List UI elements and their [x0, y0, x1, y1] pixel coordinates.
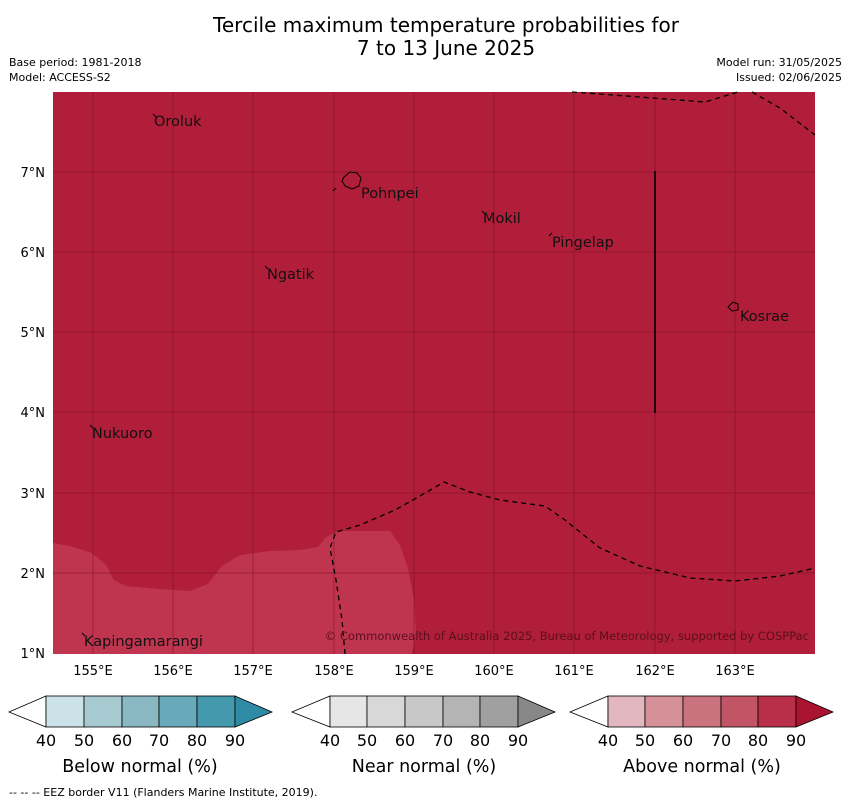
- place-kapingamarangi: Kapingamarangi: [84, 634, 203, 650]
- cb-above-seg-4: [720, 695, 759, 728]
- lon-label: 162°E: [635, 664, 675, 679]
- pohnpei-island: [341, 171, 362, 190]
- place-oroluk: Oroluk: [154, 114, 202, 130]
- colorbar-near-normal: 40 50 60 70 80 90 Near normal (%): [290, 695, 557, 777]
- kapingamarangi-mark: [81, 632, 86, 637]
- copyright-note: © Commonwealth of Australia 2025, Bureau…: [325, 629, 809, 643]
- title-line-2: 7 to 13 June 2025: [356, 36, 536, 60]
- cb-below-tick: 50: [74, 731, 94, 750]
- lon-label: 160°E: [474, 664, 514, 679]
- map-area: [53, 92, 815, 654]
- colorbar-below-normal: 40 50 60 70 80 90 Below normal (%): [7, 695, 274, 777]
- cb-above-tick: 60: [673, 731, 693, 750]
- cb-near-tick: 70: [433, 731, 453, 750]
- probability-region-80: [53, 531, 416, 654]
- cb-below-seg-6: [234, 695, 274, 728]
- cb-near-tick: 80: [470, 731, 490, 750]
- cb-below-tick: 80: [187, 731, 207, 750]
- cb-above-tick: 80: [748, 731, 768, 750]
- lon-label: 155°E: [73, 664, 113, 679]
- lat-label: 3°N: [21, 487, 46, 502]
- cb-below-seg-3: [121, 695, 160, 728]
- lon-label: 157°E: [233, 664, 273, 679]
- pingelap-mark: [548, 232, 553, 237]
- place-pingelap: Pingelap: [552, 235, 614, 251]
- cb-above-seg-2: [644, 695, 684, 728]
- cb-near-seg-0: [290, 695, 331, 728]
- cb-near-seg-1: [329, 695, 368, 728]
- map-title: Tercile maximum temperature probabilitie…: [0, 14, 850, 60]
- kosrae-island: [727, 301, 739, 312]
- cb-near-title: Near normal (%): [352, 757, 497, 777]
- longitude-labels: 155°E 156°E 157°E 158°E 159°E 160°E 161°…: [73, 664, 755, 679]
- cb-below-title: Below normal (%): [62, 757, 217, 777]
- lon-label: 159°E: [394, 664, 434, 679]
- cb-above-seg-3: [682, 695, 722, 728]
- lat-label: 4°N: [21, 406, 46, 421]
- cb-below-tick: 70: [149, 731, 169, 750]
- cb-near-seg-2: [366, 695, 406, 728]
- cb-below-seg-0: [7, 695, 47, 728]
- place-pohnpei: Pohnpei: [361, 186, 419, 202]
- mokil-mark: [481, 210, 486, 215]
- nukuoro-mark: [89, 424, 94, 429]
- base-period: Base period: 1981-2018: [9, 56, 142, 69]
- cb-above-seg-6: [795, 695, 835, 728]
- lat-label: 5°N: [21, 326, 46, 341]
- cb-above-title: Above normal (%): [623, 757, 781, 777]
- lon-label: 161°E: [554, 664, 594, 679]
- model-name: Model: ACCESS-S2: [9, 71, 111, 84]
- latitude-labels: 7°N 6°N 5°N 4°N 3°N 2°N 1°N: [21, 166, 46, 662]
- place-kosrae: Kosrae: [740, 309, 789, 325]
- cb-below-seg-1: [45, 695, 85, 728]
- title-line-1: Tercile maximum temperature probabilitie…: [213, 13, 679, 37]
- cb-below-seg-4: [158, 695, 198, 728]
- ngatik-mark: [264, 265, 269, 270]
- model-run: Model run: 31/05/2025: [716, 56, 842, 69]
- cb-above-tick: 50: [635, 731, 655, 750]
- place-ngatik: Ngatik: [267, 267, 315, 283]
- lon-label: 156°E: [153, 664, 193, 679]
- cb-below-tick: 60: [112, 731, 132, 750]
- lat-label: 6°N: [21, 246, 46, 261]
- cb-near-tick: 40: [320, 731, 340, 750]
- cb-below-tick: 90: [225, 731, 245, 750]
- meta-right: Model run: 31/05/2025 Issued: 02/06/2025: [716, 55, 842, 85]
- cb-above-seg-0: [568, 695, 609, 728]
- cb-above-seg-1: [607, 695, 646, 728]
- cb-near-tick: 90: [508, 731, 528, 750]
- meta-left: Base period: 1981-2018 Model: ACCESS-S2: [9, 55, 141, 85]
- cb-near-seg-3: [404, 695, 444, 728]
- place-mokil: Mokil: [483, 211, 521, 227]
- eez-borders: [329, 91, 816, 655]
- lat-label: 2°N: [21, 567, 46, 582]
- cb-near-seg-6: [517, 695, 557, 728]
- cb-above-tick: 70: [711, 731, 731, 750]
- lat-label: 1°N: [21, 647, 46, 662]
- colorbar-above-normal: 40 50 60 70 80 90 Above normal (%): [568, 695, 835, 777]
- issued-date: Issued: 02/06/2025: [735, 71, 842, 84]
- cb-above-tick: 90: [786, 731, 806, 750]
- cb-near-seg-4: [442, 695, 481, 728]
- eez-footnote: -- -- -- EEZ border V11 (Flanders Marine…: [9, 786, 318, 799]
- lat-label: 7°N: [21, 166, 46, 181]
- cb-near-tick: 50: [357, 731, 377, 750]
- cb-near-seg-5: [479, 695, 519, 728]
- cb-below-seg-5: [196, 695, 236, 728]
- cb-below-tick: 40: [36, 731, 56, 750]
- cb-above-tick: 40: [598, 731, 618, 750]
- lon-label: 163°E: [715, 664, 755, 679]
- cb-below-seg-2: [83, 695, 123, 728]
- ant-atoll-mark: [332, 187, 337, 192]
- cb-above-seg-5: [757, 695, 797, 728]
- lon-label: 158°E: [314, 664, 354, 679]
- place-nukuoro: Nukuoro: [92, 426, 153, 442]
- oroluk-mark: [152, 113, 157, 118]
- cb-near-tick: 60: [395, 731, 415, 750]
